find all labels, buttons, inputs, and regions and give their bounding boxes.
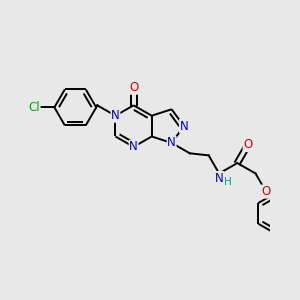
Text: N: N bbox=[111, 109, 120, 122]
Text: O: O bbox=[261, 185, 271, 198]
Text: H: H bbox=[224, 177, 232, 187]
Text: N: N bbox=[179, 120, 188, 133]
Text: N: N bbox=[215, 172, 224, 184]
Text: N: N bbox=[167, 136, 176, 149]
Text: O: O bbox=[243, 139, 252, 152]
Text: O: O bbox=[129, 81, 138, 94]
Text: N: N bbox=[129, 140, 138, 153]
Text: Cl: Cl bbox=[28, 101, 40, 114]
